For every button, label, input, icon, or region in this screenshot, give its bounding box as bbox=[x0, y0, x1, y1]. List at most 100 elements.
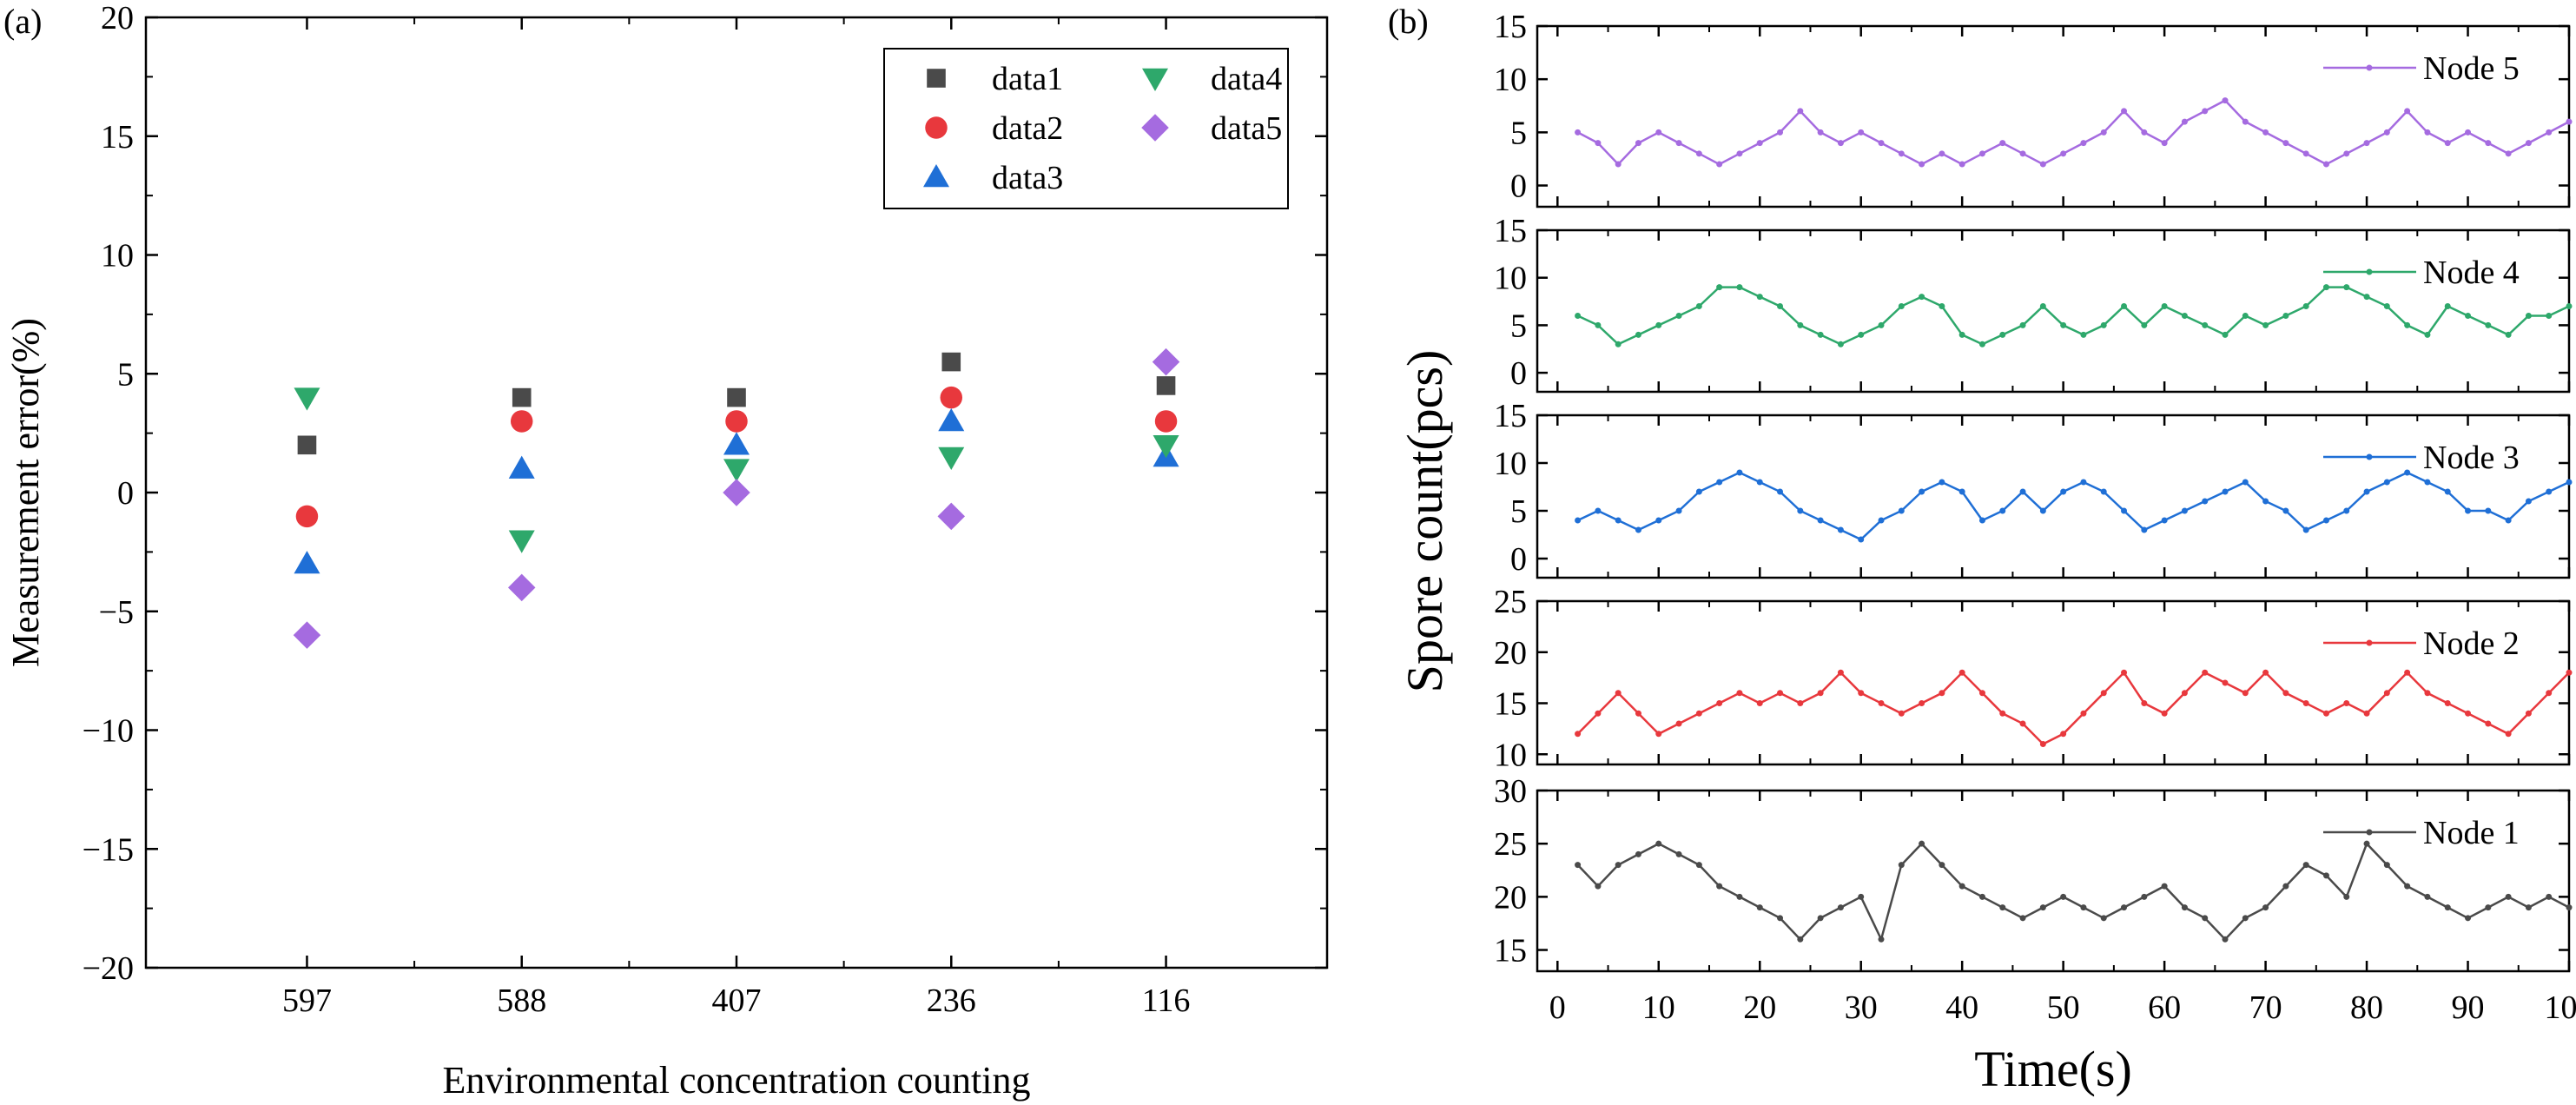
legend-marker-data5 bbox=[1141, 114, 1169, 142]
series-point-Node 1 bbox=[2383, 862, 2390, 869]
y-tick-label-b: 20 bbox=[1494, 635, 1527, 672]
series-point-Node 4 bbox=[1635, 331, 1641, 338]
series-point-Node 5 bbox=[2161, 140, 2168, 147]
point-data1 bbox=[297, 435, 317, 455]
y-tick-label-b: 15 bbox=[1494, 933, 1527, 969]
series-point-Node 5 bbox=[2485, 140, 2492, 147]
series-line-Node 1 bbox=[1576, 841, 2570, 943]
x-tick-label-b: 40 bbox=[1945, 989, 1978, 1026]
series-point-Node 4 bbox=[1878, 321, 1885, 328]
point-data1 bbox=[1156, 376, 1176, 395]
series-line-Node 2 bbox=[1576, 671, 2570, 746]
series-point-Node 5 bbox=[2444, 140, 2451, 147]
series-point-Node 1 bbox=[1939, 862, 1945, 869]
series-point-Node 1 bbox=[1919, 840, 1925, 847]
point-data5 bbox=[293, 621, 321, 649]
series-point-Node 5 bbox=[2262, 129, 2269, 136]
subplot-frame bbox=[1536, 789, 2571, 973]
legend-box-a bbox=[883, 48, 1289, 209]
series-point-Node 1 bbox=[2302, 862, 2309, 869]
series-point-Node 5 bbox=[1756, 140, 1763, 147]
point-data1 bbox=[512, 387, 532, 407]
series-point-Node 4 bbox=[1716, 284, 1723, 291]
series-point-Node 3 bbox=[1595, 507, 1602, 514]
series-point-Node 3 bbox=[1615, 517, 1622, 524]
y-tick-label-b: 15 bbox=[1494, 213, 1527, 249]
series-point-Node 2 bbox=[1655, 731, 1662, 738]
point-data4 bbox=[723, 459, 750, 482]
series-point-Node 2 bbox=[1575, 731, 1582, 738]
series-point-Node 2 bbox=[1919, 700, 1925, 706]
series-point-Node 2 bbox=[2505, 731, 2512, 738]
subplot-node-4: 0 5 10 15 Node 4 bbox=[1494, 213, 2573, 394]
series-point-Node 4 bbox=[1958, 331, 1965, 338]
x-tick-label-b: 70 bbox=[2249, 989, 2282, 1026]
legend-marker-data4 bbox=[1142, 68, 1168, 91]
legend-label-Node 1: Node 1 bbox=[2423, 815, 2520, 851]
series-point-Node 4 bbox=[2363, 294, 2370, 301]
y-tick-label-a: 5 bbox=[117, 356, 134, 393]
series-point-Node 4 bbox=[2505, 331, 2512, 338]
series-point-Node 5 bbox=[2383, 129, 2390, 136]
series-point-Node 1 bbox=[1858, 893, 1865, 900]
series-point-Node 3 bbox=[2546, 488, 2553, 495]
point-data2 bbox=[295, 505, 319, 528]
series-point-Node 5 bbox=[2525, 140, 2532, 147]
series-point-Node 1 bbox=[2161, 883, 2168, 890]
panel-label-a: (a) bbox=[3, 2, 42, 41]
series-point-Node 5 bbox=[2080, 140, 2087, 147]
series-point-Node 5 bbox=[2404, 108, 2411, 115]
series-point-Node 2 bbox=[2141, 700, 2148, 706]
series-point-Node 5 bbox=[1695, 150, 1702, 157]
y-tick-label-a: −20 bbox=[83, 950, 134, 987]
series-point-Node 3 bbox=[1898, 507, 1905, 514]
y-tick-label-a: −5 bbox=[99, 594, 134, 631]
y-tick-label-a: 0 bbox=[117, 475, 134, 512]
series-point-Node 5 bbox=[2202, 108, 2209, 115]
series-point-Node 5 bbox=[2302, 150, 2309, 157]
y-tick-label-b: 10 bbox=[1494, 261, 1527, 297]
y-tick-label-b: 20 bbox=[1494, 879, 1527, 916]
subplot-node-5: 0 5 10 15 Node 5 bbox=[1494, 9, 2573, 208]
series-point-Node 3 bbox=[1695, 488, 1702, 495]
series-point-Node 1 bbox=[2141, 893, 2148, 900]
series-point-Node 1 bbox=[2181, 904, 2188, 911]
series-point-Node 3 bbox=[1878, 517, 1885, 524]
x-tick-label-b: 90 bbox=[2452, 989, 2485, 1026]
point-data5 bbox=[937, 502, 966, 531]
y-tick-label-a: 15 bbox=[101, 119, 134, 155]
point-data3 bbox=[508, 455, 535, 479]
series-point-Node 4 bbox=[2444, 303, 2451, 310]
legend-marker-Node 3 bbox=[2366, 453, 2373, 460]
series-point-Node 4 bbox=[2424, 331, 2431, 338]
series-point-Node 2 bbox=[2404, 669, 2411, 676]
point-data4 bbox=[294, 387, 320, 411]
point-data4 bbox=[938, 447, 965, 470]
series-point-Node 4 bbox=[2060, 321, 2067, 328]
y-tick-label-b: 10 bbox=[1494, 446, 1527, 482]
series-point-Node 3 bbox=[1958, 488, 1965, 495]
series-point-Node 1 bbox=[1797, 936, 1804, 943]
series-point-Node 1 bbox=[1978, 893, 1985, 900]
series-point-Node 4 bbox=[2202, 321, 2209, 328]
series-point-Node 1 bbox=[1837, 904, 1844, 911]
series-point-Node 1 bbox=[1575, 862, 1582, 869]
x-tick-label-a: 407 bbox=[712, 983, 762, 1019]
series-point-Node 4 bbox=[1695, 303, 1702, 310]
series-point-Node 2 bbox=[2222, 679, 2229, 686]
series-point-Node 2 bbox=[2282, 690, 2289, 697]
series-point-Node 2 bbox=[2121, 669, 2128, 676]
series-point-Node 5 bbox=[2546, 129, 2553, 136]
series-point-Node 4 bbox=[1797, 321, 1804, 328]
series-point-Node 3 bbox=[1635, 526, 1641, 533]
y-tick-label-b: 5 bbox=[1510, 493, 1527, 530]
series-point-Node 1 bbox=[2019, 915, 2026, 922]
series-point-Node 2 bbox=[2181, 690, 2188, 697]
series-point-Node 3 bbox=[1575, 517, 1582, 524]
series-point-Node 3 bbox=[1939, 479, 1945, 486]
series-point-Node 2 bbox=[1939, 690, 1945, 697]
series-point-Node 2 bbox=[2080, 710, 2087, 717]
series-point-Node 3 bbox=[2404, 469, 2411, 476]
legend-marker-Node 5 bbox=[2366, 64, 2373, 71]
series-point-Node 2 bbox=[1595, 710, 1602, 717]
